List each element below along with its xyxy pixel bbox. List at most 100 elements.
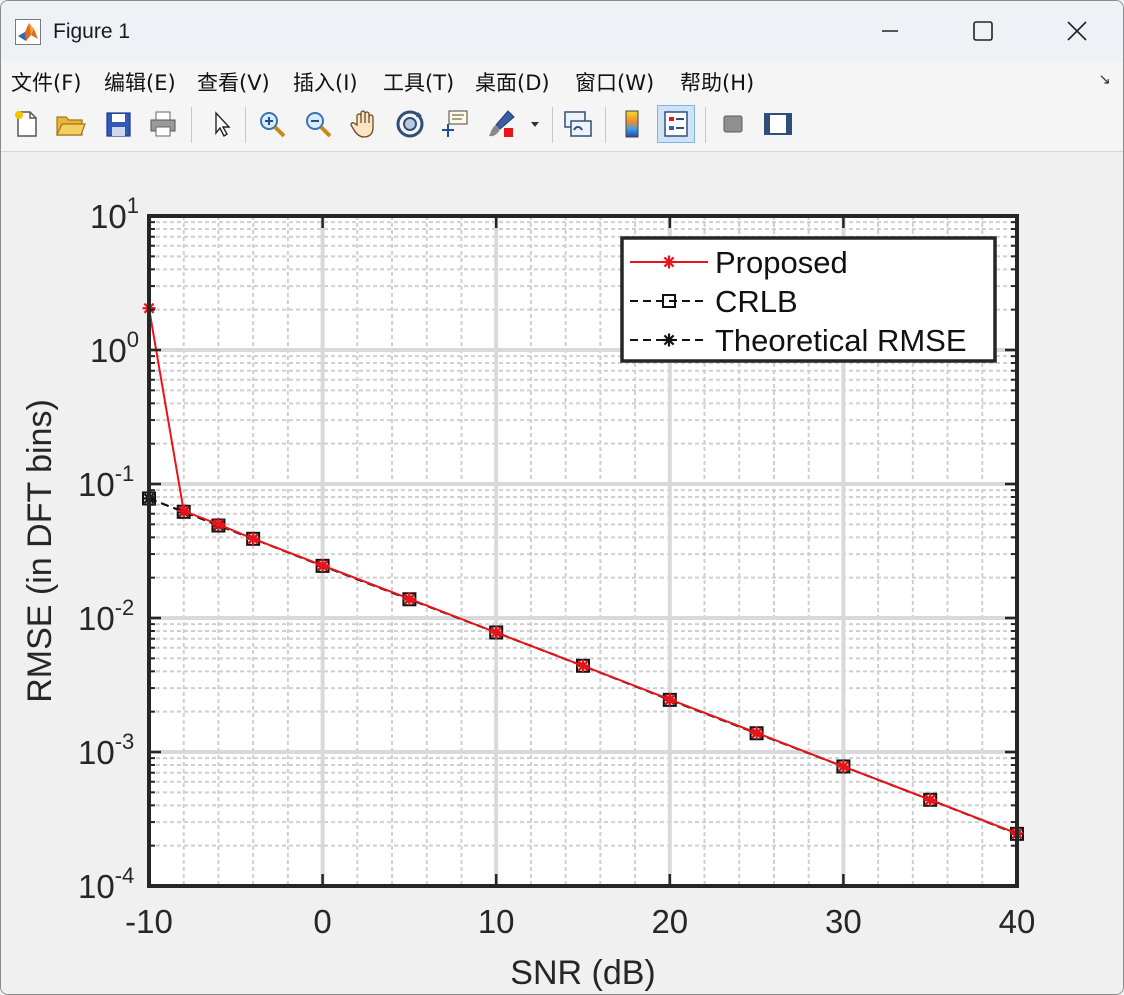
dropdown-arrow-icon (531, 122, 539, 127)
y-axis-label: RMSE (in DFT bins) (21, 399, 59, 703)
new-figure-button[interactable] (7, 105, 45, 143)
menu-view[interactable]: 查看(V) (197, 71, 270, 95)
toolbar-separator (605, 107, 606, 143)
x-tick-label: -10 (125, 903, 173, 940)
toolbar-separator (552, 107, 553, 143)
menu-edit[interactable]: 编辑(E) (104, 71, 176, 95)
square-marker (662, 294, 676, 308)
minimize-button[interactable] (844, 1, 936, 61)
y-tick-label: 10-1 (78, 461, 134, 503)
zoom-out-button[interactable] (299, 105, 337, 143)
square-marker-shape (662, 294, 676, 308)
y-tick-label: 10-3 (78, 729, 134, 771)
show-plot-tools-button[interactable] (759, 105, 797, 143)
asterisk-stroke (664, 694, 676, 705)
save-button[interactable] (99, 105, 137, 143)
axes-box (147, 214, 1019, 888)
x-tick-label: 20 (651, 903, 688, 940)
asterisk-stroke (213, 518, 224, 530)
menu-desktop[interactable]: 桌面(D) (475, 71, 550, 95)
menu-bar: 文件(F) 编辑(E) 查看(V) 插入(I) 工具(T) 桌面(D) 窗口(W… (1, 61, 1123, 99)
data-cursor-button[interactable] (437, 105, 475, 143)
x-axis-label: SNR (dB) (510, 954, 655, 992)
figure-canvas: -10 0 10 20 30 40 101 100 10-1 10-2 10-3 10-4 SNR … (1, 152, 1123, 994)
link-plot-button[interactable] (559, 105, 597, 143)
figure-toolbar (1, 99, 1123, 152)
asterisk-marker (316, 558, 330, 572)
asterisk-stroke (490, 627, 502, 638)
legend-label: Theoretical RMSE (715, 323, 967, 358)
asterisk-marker (246, 532, 260, 546)
legend-label: Proposed (715, 245, 848, 280)
legend-button[interactable] (657, 105, 695, 143)
pointer-button[interactable] (201, 105, 239, 143)
asterisk-stroke (663, 256, 675, 268)
colorbar-icon (625, 110, 639, 138)
asterisk-marker (836, 759, 850, 773)
asterisk-marker (177, 504, 191, 518)
y-tick-labels: 101 100 10-1 10-2 10-3 10-4 (78, 193, 139, 905)
colorbar-button[interactable] (613, 105, 651, 143)
minor-grid (149, 216, 1017, 886)
asterisk-stroke (404, 593, 415, 605)
link-plot-icon (564, 111, 592, 137)
brush-icon (489, 110, 515, 137)
open-file-button[interactable] (51, 105, 89, 143)
asterisk-marker (662, 333, 676, 347)
x-tick-label: 10 (478, 903, 515, 940)
y-tick-label: 101 (90, 193, 139, 235)
legend[interactable]: Proposed CRLB Theoretical RMSE (620, 236, 997, 363)
zoom-in-button[interactable] (253, 105, 291, 143)
x-tick-labels: -10 0 10 20 30 40 (125, 903, 1035, 940)
asterisk-stroke (577, 660, 589, 672)
x-tick-label: 0 (313, 903, 331, 940)
toolbar-separator (245, 107, 246, 143)
zoom-in-icon (260, 112, 286, 138)
rotate-3d-button[interactable] (391, 105, 429, 143)
legend-icon (664, 111, 688, 137)
data-cursor-icon (442, 110, 468, 137)
zoom-out-icon (306, 112, 332, 138)
menu-help[interactable]: 帮助(H) (680, 71, 755, 95)
asterisk-marker (576, 659, 590, 673)
menu-window[interactable]: 窗口(W) (575, 71, 655, 95)
brush-dropdown[interactable] (525, 105, 545, 143)
menu-insert[interactable]: 插入(I) (293, 71, 358, 95)
x-tick-label: 40 (999, 903, 1036, 940)
print-icon (150, 111, 176, 137)
pan-button[interactable] (345, 105, 383, 143)
hide-plot-tools-icon (723, 115, 743, 133)
dock-arrow-icon[interactable]: ↘ (1098, 71, 1111, 88)
close-button[interactable] (1031, 1, 1123, 61)
menu-file[interactable]: 文件(F) (11, 71, 82, 95)
asterisk-stroke (838, 761, 849, 772)
asterisk-stroke (178, 505, 190, 517)
pointer-icon (215, 111, 231, 138)
window-title: Figure 1 (53, 20, 131, 43)
maximize-icon (973, 21, 993, 41)
show-plot-tools-icon (764, 113, 792, 135)
title-bar[interactable]: Figure 1 (1, 1, 1123, 61)
brush-button[interactable] (483, 105, 521, 143)
menu-tools[interactable]: 工具(T) (383, 71, 455, 95)
asterisk-stroke (247, 533, 259, 545)
x-tick-label: 30 (825, 903, 862, 940)
close-icon (1067, 21, 1087, 41)
print-button[interactable] (144, 105, 182, 143)
asterisk-stroke (317, 560, 328, 571)
asterisk-marker (923, 793, 937, 807)
y-tick-label: 10-2 (78, 595, 134, 637)
maximize-button[interactable] (937, 1, 1029, 61)
hide-plot-tools-button[interactable] (714, 105, 752, 143)
asterisk-marker (489, 625, 503, 639)
rotate-3d-icon (396, 110, 424, 138)
minimize-icon (882, 30, 898, 32)
asterisk-stroke (663, 334, 675, 346)
open-file-icon (56, 116, 86, 136)
axis-ticks (147, 214, 1019, 888)
rmse-chart[interactable]: -10 0 10 20 30 40 101 100 10-1 10-2 10-3 10-4 SNR … (1, 152, 1123, 994)
matlab-logo-icon (15, 19, 41, 45)
asterisk-marker (402, 592, 416, 606)
new-figure-icon (15, 111, 37, 137)
